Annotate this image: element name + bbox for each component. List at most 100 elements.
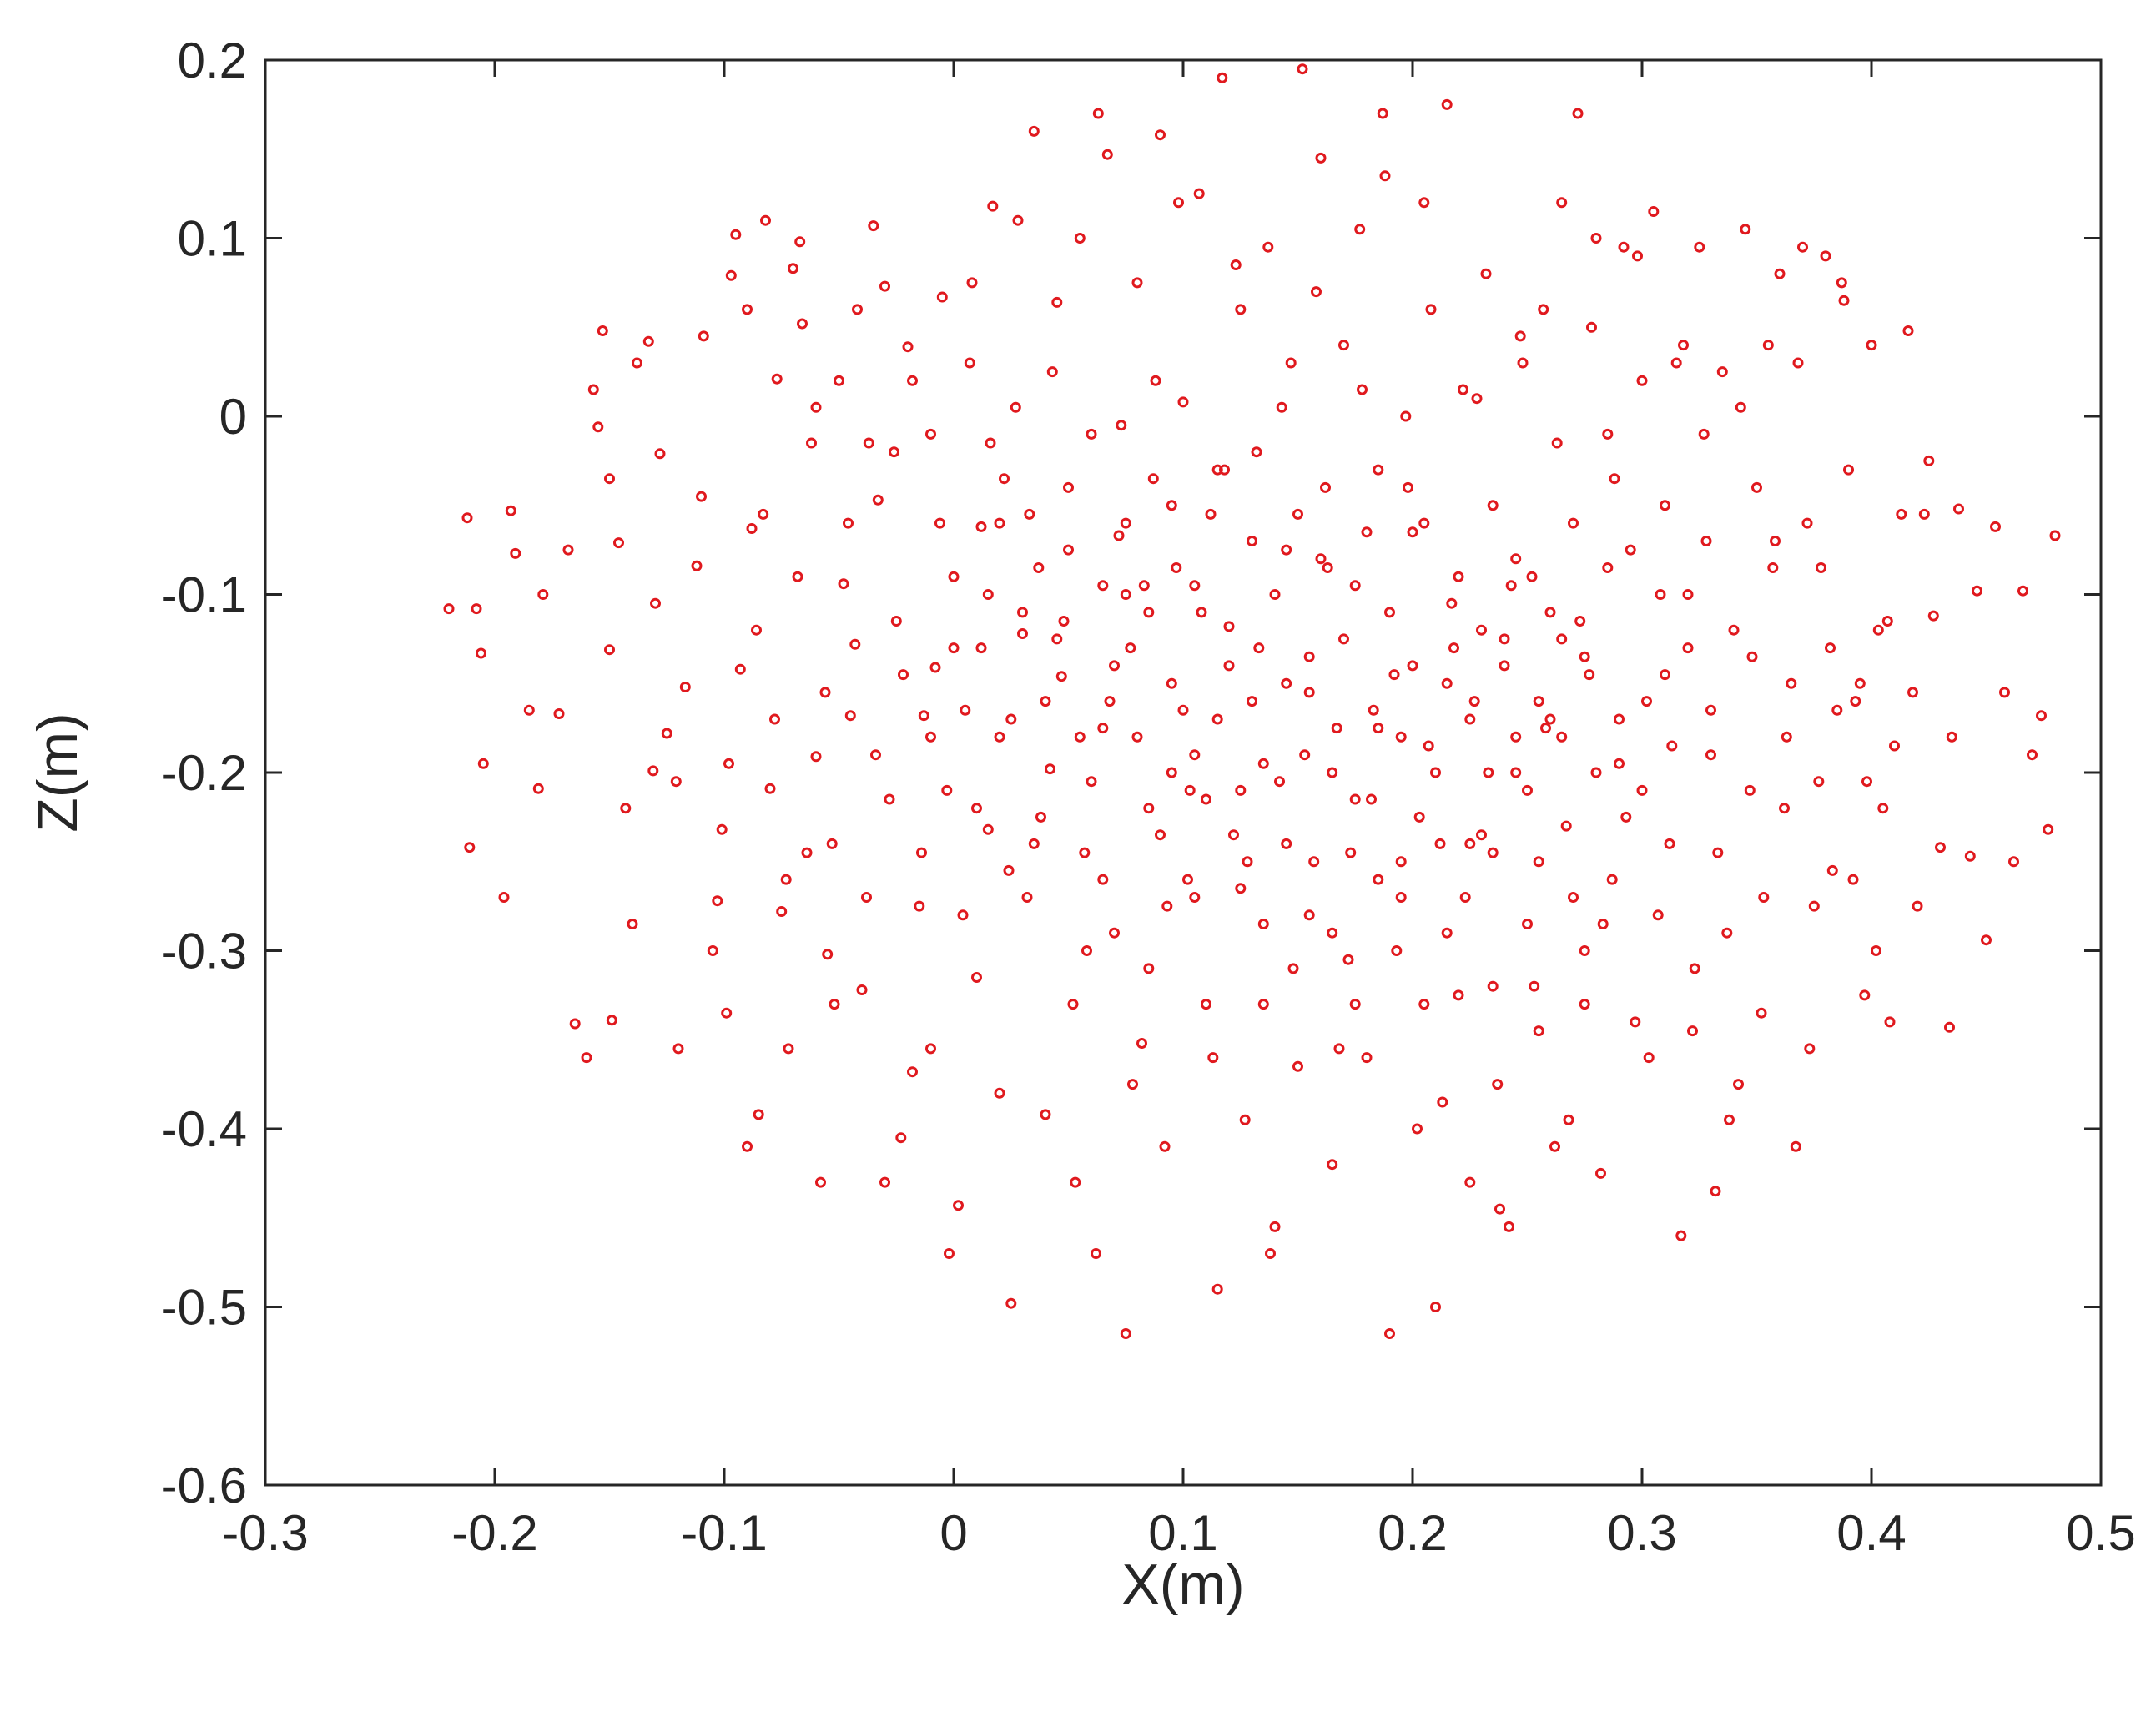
data-point: [1923, 455, 1935, 466]
data-point: [936, 291, 948, 303]
data-point: [1877, 803, 1889, 814]
data-point: [1981, 934, 1992, 946]
data-point: [1081, 945, 1092, 956]
data-point: [1826, 864, 1838, 876]
data-point: [838, 578, 849, 590]
data-point: [1721, 927, 1733, 939]
data-point: [819, 687, 831, 698]
data-point: [1781, 731, 1792, 743]
data-point: [1762, 340, 1774, 351]
data-point: [1155, 829, 1166, 841]
data-point: [1242, 856, 1253, 868]
data-point: [1758, 892, 1770, 903]
data-point: [975, 642, 987, 654]
data-point: [1173, 197, 1184, 209]
data-point: [1097, 723, 1109, 734]
data-point: [1643, 1052, 1655, 1064]
data-point: [1373, 464, 1384, 476]
data-point: [1597, 919, 1609, 929]
data-point: [1927, 610, 1939, 622]
data-point: [1522, 919, 1533, 929]
data-point: [1636, 784, 1648, 796]
data-point: [1441, 927, 1453, 939]
data-point: [1327, 927, 1338, 939]
data-point: [1354, 224, 1366, 235]
data-point: [1446, 597, 1458, 609]
data-point: [918, 710, 929, 722]
data-point: [889, 446, 899, 458]
data-point: [1522, 784, 1533, 796]
data-point: [1881, 616, 1893, 627]
data-point: [606, 1015, 617, 1026]
data-point: [1666, 740, 1678, 752]
data-point: [1801, 517, 1813, 529]
data-point: [1285, 357, 1297, 369]
data-point: [1675, 1230, 1687, 1241]
data-point: [934, 517, 945, 529]
data-point: [1514, 330, 1526, 342]
data-point: [1790, 1140, 1801, 1152]
data-point: [1189, 580, 1201, 592]
data-point: [532, 783, 544, 794]
data-point: [960, 704, 971, 716]
x-tick-label: -0.1: [681, 1505, 767, 1561]
data-point: [1303, 909, 1315, 921]
data-point: [1315, 152, 1327, 164]
data-point: [1384, 1328, 1395, 1339]
data-point: [1211, 713, 1223, 725]
data-point: [1972, 585, 1982, 597]
data-point: [1494, 1203, 1505, 1215]
data-point: [1953, 503, 1964, 515]
data-point: [870, 749, 881, 761]
data-point: [1434, 838, 1446, 849]
data-point: [1664, 838, 1675, 849]
y-tick-label: -0.5: [161, 1280, 247, 1336]
data-point: [1040, 696, 1051, 707]
data-point: [1377, 108, 1388, 119]
data-point: [716, 823, 728, 835]
data-point: [1327, 767, 1338, 778]
data-point: [964, 357, 975, 369]
data-point: [562, 544, 574, 556]
data-point: [1235, 784, 1247, 796]
data-point: [1866, 340, 1877, 351]
data-point: [975, 521, 987, 532]
data-point: [1660, 500, 1670, 511]
data-point: [914, 900, 925, 912]
data-point: [661, 728, 672, 739]
data-point: [604, 644, 615, 656]
data-points: [443, 63, 2061, 1339]
data-point: [1403, 481, 1413, 493]
data-point: [1526, 571, 1538, 582]
data-point: [916, 847, 927, 858]
data-point: [1012, 214, 1024, 226]
data-point: [982, 823, 994, 835]
data-point: [948, 571, 960, 582]
data-point: [537, 589, 549, 600]
data-point: [1733, 1079, 1744, 1090]
data-point: [510, 547, 521, 559]
data-point: [953, 1200, 964, 1211]
data-point: [1120, 1328, 1131, 1339]
data-point: [1055, 671, 1067, 682]
data-point: [1067, 999, 1079, 1010]
data-point: [1786, 677, 1797, 689]
data-point: [1338, 633, 1349, 645]
data-point: [632, 357, 642, 369]
data-point: [1388, 669, 1400, 681]
data-point: [1487, 500, 1499, 511]
data-point: [1698, 428, 1710, 440]
data-point: [1287, 963, 1299, 974]
data-point: [1412, 1123, 1423, 1135]
data-point: [1045, 763, 1055, 775]
data-point: [1074, 731, 1086, 743]
data-point: [1413, 811, 1425, 823]
data-point: [1063, 544, 1074, 556]
data-point: [1505, 580, 1517, 592]
data-point: [1131, 277, 1143, 289]
data-point: [985, 437, 996, 449]
data-point: [587, 384, 599, 395]
data-point: [769, 713, 780, 725]
data-point: [1499, 633, 1510, 645]
data-point: [1670, 357, 1682, 369]
